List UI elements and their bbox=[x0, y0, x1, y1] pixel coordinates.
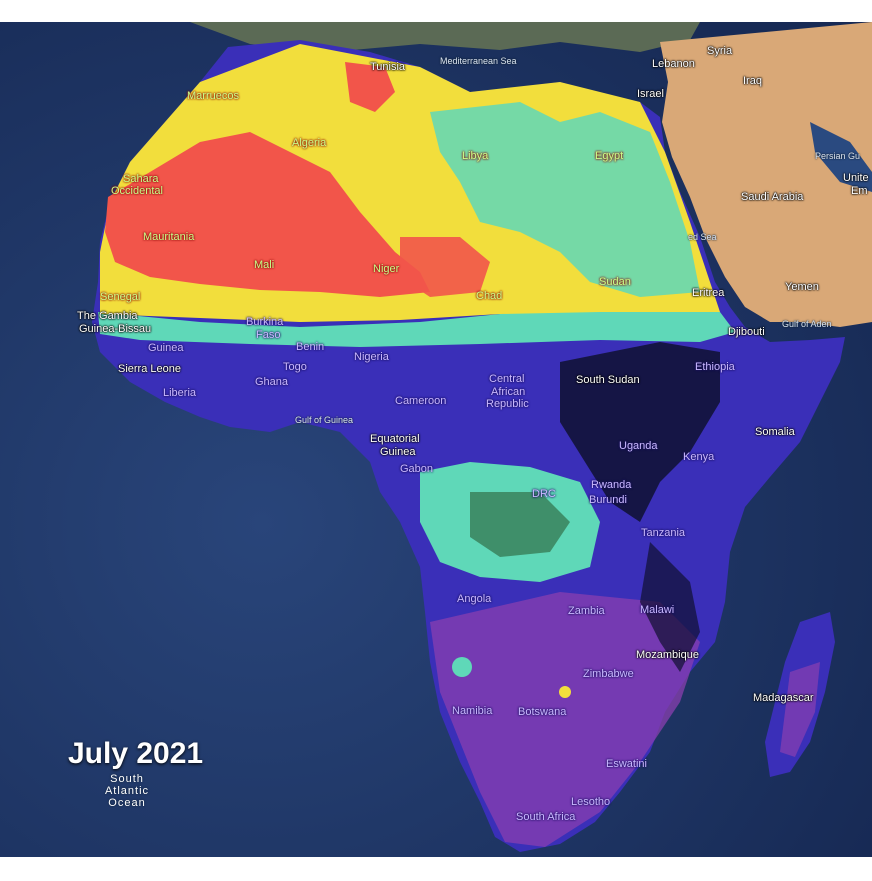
label-sierra-leone: Sierra Leone bbox=[118, 363, 181, 375]
tunisia-hot bbox=[345, 62, 395, 112]
ocean-line-3: Ocean bbox=[108, 797, 146, 809]
label-benin: Benin bbox=[296, 341, 325, 353]
label-gabon: Gabon bbox=[400, 463, 434, 475]
label-equatorial: Equatorial bbox=[370, 433, 420, 445]
label-liberia: Liberia bbox=[163, 387, 197, 399]
label-sudan: Sudan bbox=[599, 276, 631, 288]
label-south-atlantic-ocean: South Atlantic Ocean bbox=[99, 773, 155, 809]
label-lesotho: Lesotho bbox=[571, 796, 611, 808]
label-mozambique: Mozambique bbox=[636, 649, 699, 661]
label-guinea: Guinea bbox=[148, 342, 184, 354]
label-algeria: Algeria bbox=[292, 137, 327, 149]
label-djibouti: Djibouti bbox=[728, 326, 765, 338]
label-occidental: Occidental bbox=[111, 185, 163, 197]
label-angola: Angola bbox=[457, 593, 492, 605]
date-label: July 2021 bbox=[68, 737, 204, 770]
label-gulf-of-aden: Gulf of Aden bbox=[782, 319, 832, 329]
label-yemen: Yemen bbox=[785, 281, 819, 293]
malawi-corridor bbox=[640, 542, 700, 672]
label-botswana: Botswana bbox=[518, 706, 567, 718]
label-ghana: Ghana bbox=[255, 376, 289, 388]
label-marruecos: Marruecos bbox=[187, 90, 239, 102]
label-rwanda: Rwanda bbox=[591, 479, 632, 491]
label-israel: Israel bbox=[637, 88, 664, 100]
label-tanzania: Tanzania bbox=[641, 527, 686, 539]
sahara-hot bbox=[105, 132, 430, 297]
label-saudi-arabia: Saudi Arabia bbox=[741, 191, 804, 203]
label-united: Unite bbox=[843, 172, 869, 184]
label-nigeria: Nigeria bbox=[354, 351, 389, 363]
label-senegal: Senegal bbox=[100, 291, 141, 303]
ocean-line-1: South bbox=[110, 773, 144, 785]
label-mediterranean-sea: Mediterranean Sea bbox=[440, 56, 517, 66]
label-gulf-of-guinea: Gulf of Guinea bbox=[295, 415, 354, 425]
label-zimbabwe: Zimbabwe bbox=[583, 668, 634, 680]
label-guinea-bissau: Guinea-Bissau bbox=[79, 323, 152, 335]
east-highlands bbox=[560, 342, 720, 522]
south-region bbox=[430, 592, 700, 847]
label-cameroon: Cameroon bbox=[395, 395, 447, 407]
label-syria: Syria bbox=[707, 45, 733, 57]
arabia-land bbox=[660, 22, 872, 327]
label-central: Central bbox=[489, 373, 525, 385]
label-drc: DRC bbox=[532, 488, 556, 500]
label-eswatini: Eswatini bbox=[606, 758, 647, 770]
label-burundi: Burundi bbox=[589, 494, 627, 506]
label-republic: Republic bbox=[486, 398, 529, 410]
label-malawi: Malawi bbox=[640, 604, 675, 616]
label-red-sea: ed Sea bbox=[688, 232, 717, 242]
label-south-sudan: South Sudan bbox=[576, 374, 640, 386]
heatmap-map bbox=[0, 22, 872, 857]
label-togo: Togo bbox=[283, 361, 307, 373]
label-burkina: Burkina bbox=[246, 316, 284, 328]
label-chad: Chad bbox=[476, 290, 503, 302]
label-tunisia: Tunisia bbox=[370, 61, 406, 73]
label-persian-gulf: Persian Gu bbox=[815, 151, 861, 161]
label-namibia: Namibia bbox=[452, 705, 493, 717]
label-the-gambia: The Gambia bbox=[77, 310, 138, 322]
label-sahara: Sahara bbox=[123, 173, 159, 185]
ocean-line-2: Atlantic bbox=[104, 785, 150, 797]
label-ethiopia: Ethiopia bbox=[695, 361, 735, 373]
label-mauritania: Mauritania bbox=[143, 231, 195, 243]
label-eq-guinea: Guinea bbox=[380, 446, 416, 458]
label-lebanon: Lebanon bbox=[652, 58, 695, 70]
label-madagascar: Madagascar bbox=[753, 692, 814, 704]
label-zambia: Zambia bbox=[568, 605, 605, 617]
label-mali: Mali bbox=[254, 259, 275, 271]
persian-gulf bbox=[810, 122, 872, 192]
niger-hot bbox=[400, 237, 490, 297]
label-iraq: Iraq bbox=[743, 75, 762, 87]
libya-cool bbox=[430, 102, 700, 297]
label-kenya: Kenya bbox=[683, 451, 715, 463]
sahel-band bbox=[98, 312, 735, 347]
label-egypt: Egypt bbox=[595, 150, 624, 162]
label-uganda: Uganda bbox=[619, 440, 658, 452]
congo-core bbox=[470, 492, 570, 557]
label-african: African bbox=[491, 386, 526, 398]
label-libya: Libya bbox=[462, 150, 489, 162]
madagascar-tint bbox=[780, 662, 820, 757]
label-niger: Niger bbox=[373, 263, 400, 275]
label-south-africa: South Africa bbox=[516, 811, 576, 823]
label-faso: Faso bbox=[256, 329, 281, 341]
label-emirates: Em bbox=[851, 185, 868, 197]
label-eritrea: Eritrea bbox=[692, 287, 725, 299]
label-somalia: Somalia bbox=[755, 426, 795, 438]
